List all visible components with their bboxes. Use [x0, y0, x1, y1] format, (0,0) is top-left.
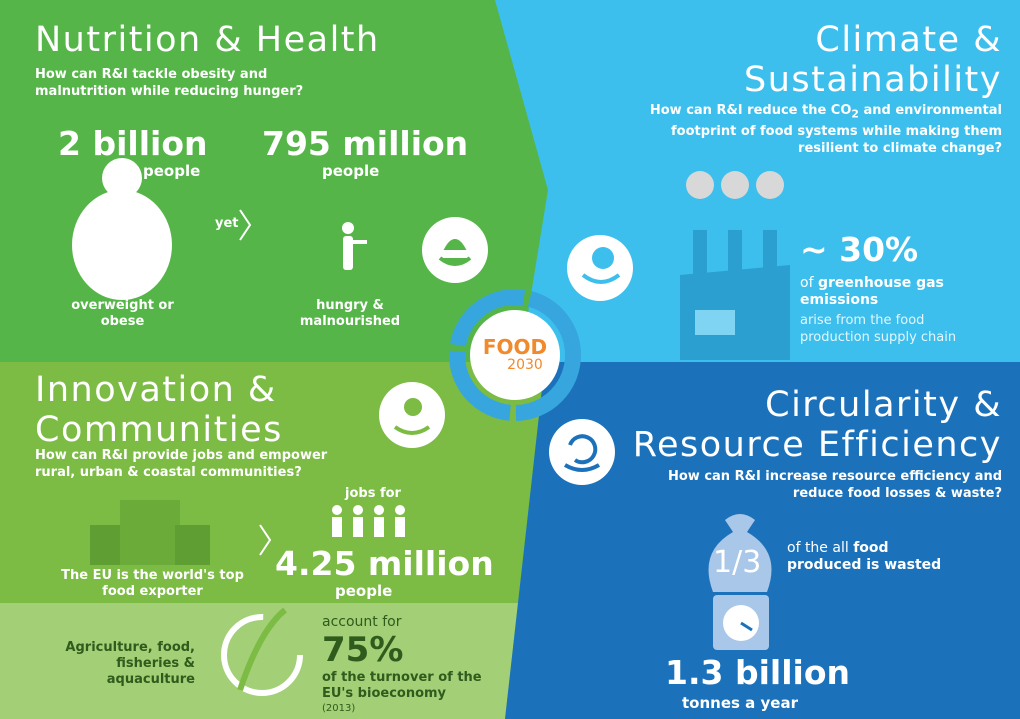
stat-lead: jobs for — [345, 486, 401, 501]
center-word: FOOD — [470, 336, 560, 358]
stat-label: hungry & malnourished — [290, 298, 410, 330]
question-text: How can R&I reduce the CO — [650, 103, 852, 118]
stat-note: arise from the food production supply ch… — [800, 312, 970, 346]
stat-label: of the all food produced is wasted — [787, 540, 957, 574]
stat-value: 75% — [322, 632, 403, 668]
stat-unit: tonnes a year — [682, 694, 798, 712]
stat-bold: greenhouse gas emissions — [800, 275, 944, 308]
stat-unit: people — [143, 162, 200, 180]
stat-unit: people — [322, 162, 379, 180]
stat-lead: of — [800, 275, 818, 291]
connector: yet — [215, 216, 239, 232]
subscript: 2 — [851, 108, 859, 121]
stat-value: 2 billion — [58, 126, 207, 162]
icon — [549, 419, 615, 485]
stat-lead: account for — [322, 614, 401, 630]
stat-value: 1/3 — [713, 545, 761, 581]
stat-label: of the turnover of the EU's bioeconomy — [322, 670, 492, 702]
person-head — [342, 222, 354, 234]
title: Circularity & Resource Efficiency — [620, 385, 1002, 465]
stat-value: 4.25 million — [275, 546, 494, 582]
title: Innovation & Communities — [35, 370, 315, 450]
icon-glyph — [592, 247, 614, 269]
person-body — [343, 236, 353, 270]
question: How can R&I reduce the CO2 and environme… — [615, 102, 1002, 157]
question: How can R&I increase resource efficiency… — [640, 468, 1002, 502]
icon-glyph — [404, 398, 422, 416]
stat-value: 1.3 billion — [665, 655, 850, 691]
stat-value: 795 million — [262, 126, 468, 162]
stat-value: ~ 30% — [800, 232, 918, 268]
person-body — [72, 190, 172, 300]
person-arm — [353, 240, 367, 244]
infographic: Nutrition & Health How can R&I tackle ob… — [0, 0, 1020, 719]
question: How can R&I provide jobs and empower rur… — [35, 447, 350, 481]
center-year: 2030 — [480, 357, 570, 373]
stat-lead: of the all — [787, 540, 853, 556]
title: Climate & Sustainability — [740, 20, 1002, 100]
stat-label: overweight or obese — [55, 298, 190, 330]
stat-label: of greenhouse gas emissions — [800, 275, 970, 309]
title: Nutrition & Health — [35, 20, 380, 60]
stat-label: The EU is the world's top food exporter — [60, 568, 245, 600]
sector: Agriculture, food, fisheries & aquacultu… — [55, 640, 195, 688]
stat-year: (2013) — [322, 703, 355, 714]
stat-bold: food — [853, 540, 888, 556]
question: How can R&I tackle obesity and malnutrit… — [35, 66, 325, 100]
stat-rest: produced is wasted — [787, 557, 941, 573]
stat-unit: people — [335, 582, 392, 600]
